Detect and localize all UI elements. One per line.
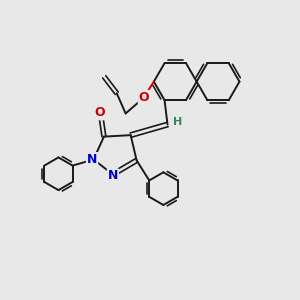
Text: H: H (173, 117, 183, 127)
Text: O: O (94, 106, 105, 119)
Text: N: N (108, 169, 118, 182)
Text: N: N (87, 153, 97, 166)
Text: O: O (139, 91, 149, 104)
